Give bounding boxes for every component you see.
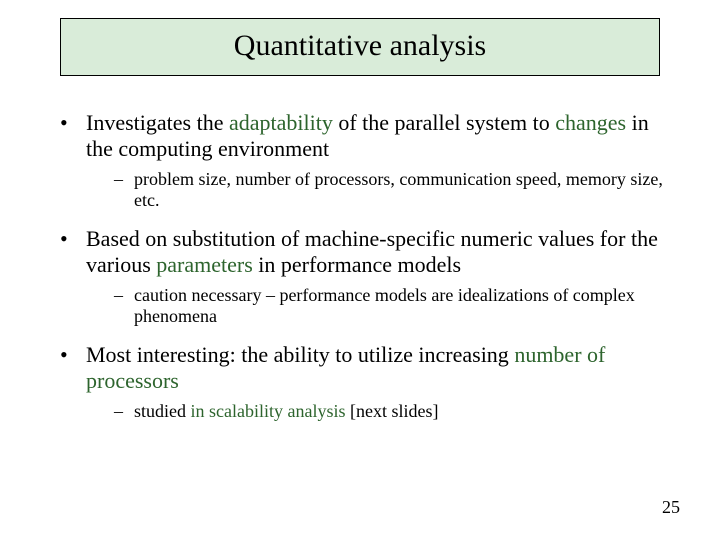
bullet-list-level1: Investigates the adaptability of the par… — [60, 110, 670, 422]
sub-bullet-item: studied in scalability analysis [next sl… — [114, 401, 670, 423]
sub-bullet-text: studied in scalability analysis [next sl… — [134, 401, 438, 421]
sub-bullet-text: caution necessary – performance models a… — [134, 285, 635, 327]
slide-content: Investigates the adaptability of the par… — [60, 110, 670, 436]
bullet-item: Most interesting: the ability to utilize… — [60, 342, 670, 422]
bullet-text: Investigates the adaptability of the par… — [86, 110, 649, 161]
bullet-item: Based on substitution of machine-specifi… — [60, 226, 670, 328]
bullet-list-level2: caution necessary – performance models a… — [86, 285, 670, 328]
bullet-list-level2: studied in scalability analysis [next sl… — [86, 401, 670, 423]
slide: Quantitative analysis Investigates the a… — [0, 0, 720, 540]
bullet-text: Based on substitution of machine-specifi… — [86, 226, 658, 277]
bullet-list-level2: problem size, number of processors, comm… — [86, 169, 670, 212]
slide-title: Quantitative analysis — [234, 29, 486, 62]
sub-bullet-item: caution necessary – performance models a… — [114, 285, 670, 328]
bullet-text: Most interesting: the ability to utilize… — [86, 342, 605, 393]
page-number: 25 — [662, 497, 680, 518]
sub-bullet-text: problem size, number of processors, comm… — [134, 169, 663, 211]
sub-bullet-item: problem size, number of processors, comm… — [114, 169, 670, 212]
bullet-item: Investigates the adaptability of the par… — [60, 110, 670, 212]
title-box: Quantitative analysis — [60, 18, 660, 76]
